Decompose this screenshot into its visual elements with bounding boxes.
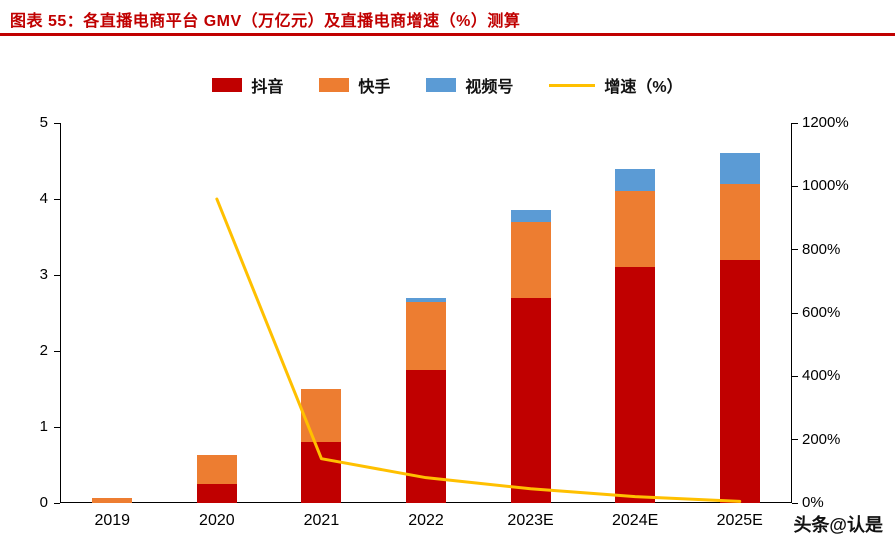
legend-label-douyin: 抖音 [251,79,284,96]
bar-segment-kuaishou-2023E [510,221,551,298]
left-axis-tick [54,122,60,124]
x-axis-label: 2023E [507,512,554,529]
title-underline [0,33,895,36]
left-axis-tick [54,198,60,200]
bar-segment-shipinhao-2024E [615,168,656,192]
right-axis-tick-label: 1200% [802,114,849,131]
right-axis-tick [792,249,798,251]
left-axis-tick-label: 5 [39,114,48,131]
right-axis-tick-label: 600% [802,304,841,321]
right-axis [791,123,792,503]
shipinhao-swatch-icon [426,78,457,92]
bar-segment-douyin-2024E [615,267,656,503]
right-axis-tick [792,122,798,124]
bar-segment-kuaishou-2019 [92,498,133,503]
left-axis [60,123,61,503]
left-axis-tick-label: 2 [39,342,48,359]
legend-item-shipinhao: 视频号 [426,73,513,97]
bar-segment-douyin-2020 [196,484,237,503]
x-axis-label: 2025E [716,512,763,529]
left-axis-tick [54,274,60,276]
x-axis-label: 2020 [199,512,235,529]
bar-segment-kuaishou-2021 [301,389,342,443]
x-axis-label: 2019 [94,512,131,529]
x-axis-label: 2024E [612,512,659,529]
left-axis-tick [54,350,60,352]
left-axis-tick [54,426,60,428]
legend-label-shipinhao: 视频号 [465,79,514,96]
bar-segment-kuaishou-2020 [196,455,237,484]
legend-item-kuaishou: 快手 [319,73,390,97]
legend: 抖音 快手 视频号 增速（%） [0,74,895,96]
left-axis-tick-label: 1 [39,418,48,435]
right-axis-tick [792,312,798,314]
bar-segment-douyin-2025E [719,259,760,503]
legend-item-growth: 增速（%） [549,73,683,97]
x-axis-label: 2021 [303,512,340,529]
bar-segment-kuaishou-2025E [719,183,760,260]
left-axis-tick-label: 3 [39,266,48,283]
right-axis-tick [792,375,798,377]
bar-segment-douyin-2021 [301,442,342,503]
bar-segment-shipinhao-2022 [406,297,446,302]
kuaishou-swatch-icon [319,78,350,92]
right-axis-tick-label: 400% [802,367,841,385]
bar-segment-douyin-2023E [510,297,551,503]
bar-segment-douyin-2022 [406,370,446,503]
bar-segment-kuaishou-2022 [406,301,446,370]
right-axis-tick-label: 1000% [802,177,849,195]
plot-area: 0 1 2 3 4 5 0% 200% 400% 600% 800% 1000% 1200% 2019 20… [40,115,849,530]
growth-rate-line [215,197,742,503]
left-axis-tick-label: 0 [39,494,48,511]
chart-title: 图表 55：各直播电商平台 GMV（万亿元）及直播电商增速（%）测算 [10,13,521,30]
right-axis-tick [792,502,798,504]
legend-label-kuaishou: 快手 [358,79,391,96]
bar-segment-shipinhao-2025E [719,153,760,184]
left-axis-tick [54,502,60,504]
growth-line-swatch-icon [549,83,596,87]
left-axis-tick-label: 4 [39,190,48,207]
right-axis-tick-label: 200% [802,430,841,448]
douyin-swatch-icon [212,78,243,92]
right-axis-tick [792,185,798,187]
bar-segment-shipinhao-2023E [510,210,551,222]
right-axis-tick-label: 800% [802,240,841,258]
x-axis-label: 2022 [408,512,444,529]
right-axis-tick [792,439,798,441]
watermark: 头条@认是 [793,515,883,535]
bar-segment-kuaishou-2024E [615,191,656,268]
legend-item-douyin: 抖音 [212,73,283,97]
right-axis-tick-label: 0% [802,494,824,511]
legend-label-growth: 增速（%） [604,79,683,96]
